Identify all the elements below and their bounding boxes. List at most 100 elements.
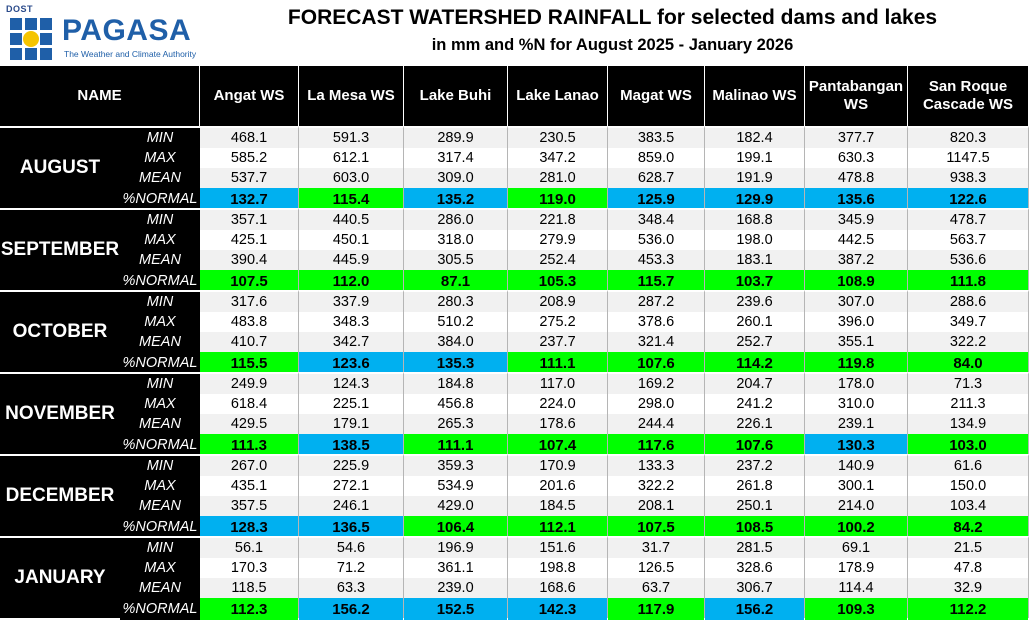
- month-label: NOVEMBER: [0, 372, 120, 454]
- table-cell: 221.8: [508, 210, 607, 230]
- percent-normal-cell: 156.2: [705, 598, 804, 620]
- table-cell: 118.5: [200, 578, 298, 598]
- table-cell: 387.2: [805, 250, 907, 270]
- table-cell: 117.0: [508, 374, 607, 394]
- percent-normal-cell: 117.9: [608, 598, 704, 620]
- table-cell: 199.1: [705, 148, 804, 168]
- table-cell: 279.9: [508, 230, 607, 250]
- row-label: %NORMAL: [120, 188, 200, 210]
- table-cell: 182.4: [705, 128, 804, 148]
- table-cell: 63.7: [608, 578, 704, 598]
- data-column: 168.8 198.0 183.1 103.7: [705, 208, 805, 292]
- table-cell: 184.5: [508, 496, 607, 516]
- table-cell: 250.1: [705, 496, 804, 516]
- row-label-group: MIN MAX MEAN %NORMAL: [120, 372, 200, 456]
- table-cell: 21.5: [908, 538, 1028, 558]
- table-cell: 133.3: [608, 456, 704, 476]
- data-column: 383.5 859.0 628.7 125.9: [608, 126, 705, 210]
- percent-normal-cell: 111.1: [404, 434, 507, 456]
- table-cell: 261.8: [705, 476, 804, 496]
- data-column: 239.6 260.1 252.7 114.2: [705, 290, 805, 374]
- row-label: MEAN: [120, 414, 200, 434]
- row-label: MEAN: [120, 578, 200, 598]
- table-cell: 201.6: [508, 476, 607, 496]
- table-cell: 442.5: [805, 230, 907, 250]
- table-cell: 198.0: [705, 230, 804, 250]
- table-cell: 31.7: [608, 538, 704, 558]
- data-column: 591.3 612.1 603.0 115.4: [299, 126, 404, 210]
- percent-normal-cell: 100.2: [805, 516, 907, 538]
- pagasa-brand: PAGASA: [62, 14, 192, 47]
- table-cell: 241.2: [705, 394, 804, 414]
- table-cell: 585.2: [200, 148, 298, 168]
- table-cell: 69.1: [805, 538, 907, 558]
- table-cell: 239.1: [805, 414, 907, 434]
- row-label-group: MIN MAX MEAN %NORMAL: [120, 126, 200, 210]
- table-cell: 612.1: [299, 148, 403, 168]
- table-cell: 478.8: [805, 168, 907, 188]
- data-column: 357.1 425.1 390.4 107.5: [200, 208, 299, 292]
- data-column: 184.8 456.8 265.3 111.1: [404, 372, 508, 456]
- percent-normal-cell: 84.2: [908, 516, 1028, 538]
- table-cell: 563.7: [908, 230, 1028, 250]
- row-label: MAX: [120, 312, 200, 332]
- table-cell: 225.9: [299, 456, 403, 476]
- table-cell: 322.2: [908, 332, 1028, 352]
- data-column: 54.6 71.2 63.3 156.2: [299, 536, 404, 620]
- row-label: %NORMAL: [120, 270, 200, 292]
- data-column: 820.3 1147.5 938.3 122.6: [908, 126, 1029, 210]
- table-cell: 151.6: [508, 538, 607, 558]
- row-label: %NORMAL: [120, 598, 200, 620]
- pagasa-tagline: The Weather and Climate Authority: [64, 49, 197, 59]
- column-header: Lake Buhi: [404, 66, 508, 126]
- table-cell: 355.1: [805, 332, 907, 352]
- column-header: Lake Lanao: [508, 66, 608, 126]
- table-cell: 349.7: [908, 312, 1028, 332]
- table-cell: 114.4: [805, 578, 907, 598]
- data-column: 182.4 199.1 191.9 129.9: [705, 126, 805, 210]
- table-cell: 345.9: [805, 210, 907, 230]
- row-label: MEAN: [120, 168, 200, 188]
- data-column: 151.6 198.8 168.6 142.3: [508, 536, 608, 620]
- row-label: MEAN: [120, 332, 200, 352]
- table-cell: 483.8: [200, 312, 298, 332]
- percent-normal-cell: 123.6: [299, 352, 403, 374]
- table-cell: 591.3: [299, 128, 403, 148]
- percent-normal-cell: 111.8: [908, 270, 1028, 292]
- table-cell: 534.9: [404, 476, 507, 496]
- page-header: DOST PAGASA The Weather and Climate Auth…: [0, 0, 1029, 66]
- percent-normal-cell: 112.3: [200, 598, 298, 620]
- table-cell: 252.4: [508, 250, 607, 270]
- table-cell: 390.4: [200, 250, 298, 270]
- table-cell: 328.6: [705, 558, 804, 578]
- percent-normal-cell: 128.3: [200, 516, 298, 538]
- table-cell: 300.1: [805, 476, 907, 496]
- table-cell: 318.0: [404, 230, 507, 250]
- row-label: MIN: [120, 374, 200, 394]
- table-cell: 237.2: [705, 456, 804, 476]
- data-column: 478.7 563.7 536.6 111.8: [908, 208, 1029, 292]
- table-cell: 204.7: [705, 374, 804, 394]
- table-cell: 208.9: [508, 292, 607, 312]
- table-cell: 537.7: [200, 168, 298, 188]
- table-cell: 225.1: [299, 394, 403, 414]
- table-cell: 150.0: [908, 476, 1028, 496]
- data-column: 287.2 378.6 321.4 107.6: [608, 290, 705, 374]
- table-cell: 134.9: [908, 414, 1028, 434]
- data-column: 267.0 435.1 357.5 128.3: [200, 454, 299, 538]
- table-cell: 384.0: [404, 332, 507, 352]
- percent-normal-cell: 142.3: [508, 598, 607, 620]
- table-cell: 103.4: [908, 496, 1028, 516]
- data-column: 169.2 298.0 244.4 117.6: [608, 372, 705, 456]
- percent-normal-cell: 111.1: [508, 352, 607, 374]
- table-cell: 317.4: [404, 148, 507, 168]
- row-label: %NORMAL: [120, 516, 200, 538]
- column-header: Magat WS: [608, 66, 705, 126]
- data-column: 280.3 510.2 384.0 135.3: [404, 290, 508, 374]
- table-cell: 169.2: [608, 374, 704, 394]
- data-column: 377.7 630.3 478.8 135.6: [805, 126, 908, 210]
- table-cell: 183.1: [705, 250, 804, 270]
- percent-normal-cell: 87.1: [404, 270, 507, 292]
- table-cell: 214.0: [805, 496, 907, 516]
- percent-normal-cell: 156.2: [299, 598, 403, 620]
